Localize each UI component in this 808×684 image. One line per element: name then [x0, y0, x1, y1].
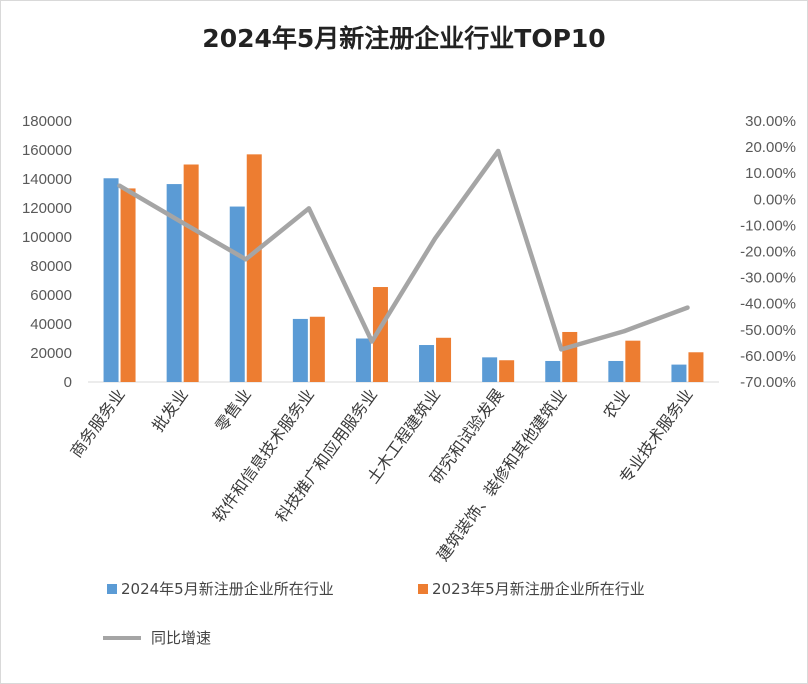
- left-tick-label: 80000: [30, 258, 72, 275]
- left-tick-label: 60000: [30, 287, 72, 304]
- growth-point: [433, 236, 438, 241]
- right-tick-label: 10.00%: [745, 165, 796, 182]
- legend-swatch-2023: [418, 584, 428, 594]
- bar-2023: [120, 188, 136, 382]
- growth-line-series: [117, 148, 690, 352]
- bar-2023: [246, 154, 262, 382]
- growth-point: [117, 183, 122, 188]
- growth-point: [306, 206, 311, 211]
- right-axis-ticks: -70.00% -60.00% -50.00% -40.00% -30.00% -20.0…: [740, 113, 796, 391]
- bar-2023: [309, 316, 325, 382]
- legend: 2024年5月新注册企业所在行业 2023年5月新注册企业所在行业 同比增速: [103, 580, 645, 647]
- growth-point: [559, 347, 564, 352]
- bar-2024: [229, 206, 245, 382]
- bar-2024: [166, 184, 182, 382]
- legend-swatch-2024: [107, 584, 117, 594]
- left-tick-label: 20000: [30, 345, 72, 362]
- legend-label-growth: 同比增速: [151, 629, 211, 647]
- bar-2023: [562, 331, 578, 382]
- bar-2024: [608, 360, 624, 382]
- growth-line: [117, 148, 690, 352]
- bar-2023: [625, 340, 641, 382]
- left-tick-label: 40000: [30, 316, 72, 333]
- right-tick-label: -40.00%: [740, 296, 796, 313]
- bar-2024: [355, 338, 371, 382]
- bar-2023: [183, 164, 199, 382]
- bar-2023: [688, 352, 704, 382]
- left-tick-label: 180000: [22, 113, 72, 130]
- right-tick-label: -30.00%: [740, 270, 796, 287]
- bar-2024: [671, 364, 687, 382]
- growth-point: [369, 339, 374, 344]
- legend-label-2023: 2023年5月新注册企业所在行业: [432, 580, 645, 598]
- bar-2023: [372, 287, 388, 382]
- bar-2024: [545, 360, 561, 382]
- growth-point: [496, 149, 501, 154]
- bar-2024: [419, 345, 435, 382]
- left-axis-ticks: 0 20000 40000 60000 80000 100000 120000 140000 1…: [22, 113, 72, 391]
- right-tick-label: -60.00%: [740, 348, 796, 365]
- growth-point: [180, 220, 185, 225]
- left-tick-label: 160000: [22, 142, 72, 159]
- bar-2023: [436, 337, 452, 382]
- right-tick-label: 20.00%: [745, 139, 796, 156]
- bar-2024: [103, 178, 119, 382]
- right-tick-label: -50.00%: [740, 322, 796, 339]
- left-tick-label: 0: [64, 374, 72, 391]
- growth-point: [685, 305, 690, 310]
- bar-2024: [292, 318, 308, 382]
- growth-point: [622, 329, 627, 334]
- right-tick-label: -20.00%: [740, 244, 796, 261]
- left-tick-label: 120000: [22, 200, 72, 217]
- right-tick-label: -70.00%: [740, 374, 796, 391]
- right-tick-label: -10.00%: [740, 217, 796, 234]
- bar-2023: [499, 360, 515, 382]
- right-tick-label: 30.00%: [745, 113, 796, 130]
- left-tick-label: 100000: [22, 229, 72, 246]
- bar-2024: [482, 357, 498, 382]
- left-tick-label: 140000: [22, 171, 72, 188]
- growth-point: [243, 257, 248, 262]
- right-tick-label: 0.00%: [753, 191, 796, 208]
- chart-title: 2024年5月新注册企业行业TOP10: [202, 24, 605, 53]
- legend-label-2024: 2024年5月新注册企业所在行业: [121, 580, 334, 598]
